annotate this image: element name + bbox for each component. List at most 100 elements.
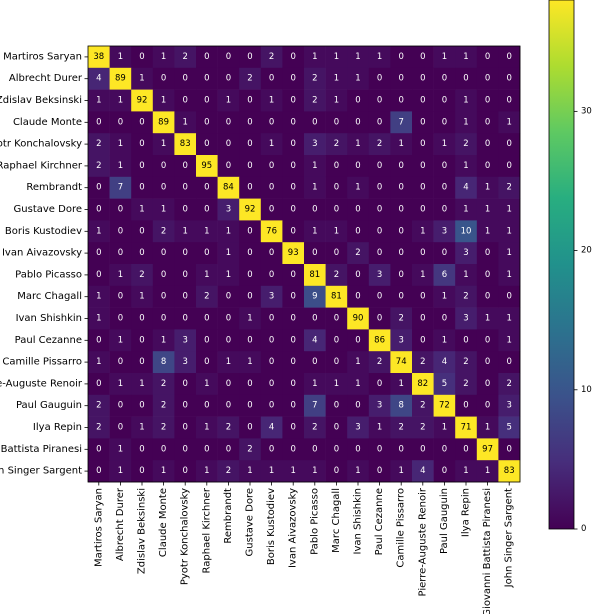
heatmap-cell bbox=[368, 285, 391, 308]
heatmap-cell bbox=[152, 307, 175, 330]
heatmap-cell bbox=[325, 198, 348, 221]
x-tick-label: Rembrandt bbox=[223, 488, 234, 544]
cell-value-label: 0 bbox=[247, 423, 252, 433]
cell-value-label: 4 bbox=[269, 423, 274, 433]
colorbar-tick-label: 0 bbox=[581, 524, 586, 534]
y-tick-label: Rembrandt bbox=[26, 182, 82, 193]
heatmap-cell bbox=[152, 438, 175, 461]
heatmap-cell bbox=[304, 220, 326, 243]
cell-value-label: 0 bbox=[182, 205, 187, 215]
cell-value-label: 0 bbox=[290, 401, 295, 411]
heatmap-cell bbox=[412, 67, 434, 90]
cell-value-label: 1 bbox=[355, 52, 360, 62]
cell-value-label: 0 bbox=[269, 379, 274, 389]
heatmap-cell bbox=[390, 133, 413, 156]
cell-value-label: 0 bbox=[96, 335, 101, 345]
heatmap-cell bbox=[455, 416, 478, 439]
heatmap-cell bbox=[282, 46, 305, 69]
heatmap-cell bbox=[412, 285, 434, 308]
heatmap-cell bbox=[412, 155, 434, 178]
cell-value-label: 0 bbox=[290, 444, 295, 454]
heatmap-cell bbox=[325, 89, 348, 112]
heatmap-cell bbox=[390, 373, 413, 396]
cell-value-label: 86 bbox=[374, 335, 385, 345]
cell-value-label: 0 bbox=[139, 161, 144, 171]
heatmap-cell bbox=[455, 351, 478, 374]
x-tick-label: John Singer Sargent bbox=[504, 488, 515, 588]
heatmap-cell bbox=[476, 307, 499, 330]
cell-value-label: 0 bbox=[204, 444, 209, 454]
heatmap-cell bbox=[196, 307, 218, 330]
cell-value-label: 0 bbox=[182, 379, 187, 389]
heatmap-cell bbox=[174, 438, 197, 461]
heatmap-cell bbox=[282, 351, 305, 374]
cell-value-label: 0 bbox=[463, 335, 468, 345]
cell-value-label: 0 bbox=[355, 401, 360, 411]
cell-value-label: 0 bbox=[247, 401, 252, 411]
x-tick-label: Camille Pissarro bbox=[396, 488, 407, 568]
cell-value-label: 1 bbox=[204, 270, 209, 280]
heatmap-cell bbox=[347, 416, 370, 439]
heatmap-cell bbox=[455, 460, 478, 483]
heatmap-cell bbox=[109, 111, 132, 134]
cell-value-label: 0 bbox=[485, 248, 490, 258]
x-tick-label: Ivan Aivazovsky bbox=[288, 488, 299, 568]
heatmap-cell bbox=[88, 285, 110, 308]
heatmap-cell bbox=[109, 373, 132, 396]
heatmap-cell bbox=[196, 176, 218, 199]
heatmap-cell bbox=[390, 394, 413, 417]
heatmap-cell bbox=[152, 46, 175, 69]
heatmap-cell bbox=[174, 198, 197, 221]
heatmap-cell bbox=[433, 351, 456, 374]
heatmap-cell bbox=[368, 438, 391, 461]
heatmap-cell bbox=[325, 264, 348, 287]
heatmap-cell bbox=[368, 460, 391, 483]
heatmap-cell bbox=[260, 416, 283, 439]
cell-value-label: 0 bbox=[377, 74, 382, 84]
cell-value-label: 0 bbox=[96, 205, 101, 215]
y-tick-label: Paul Gauguin bbox=[16, 400, 82, 411]
cell-value-label: 0 bbox=[182, 183, 187, 193]
heatmap-cell bbox=[455, 155, 478, 178]
heatmap-cell bbox=[433, 242, 456, 265]
heatmap-cell bbox=[498, 220, 521, 243]
cell-value-label: 0 bbox=[334, 357, 339, 367]
heatmap-cell bbox=[131, 394, 154, 417]
x-tick-label: Albrecht Durer bbox=[115, 487, 126, 561]
heatmap-cell bbox=[455, 264, 478, 287]
heatmap-cell bbox=[390, 89, 413, 112]
cell-value-label: 1 bbox=[485, 183, 490, 193]
cell-value-label: 0 bbox=[161, 444, 166, 454]
cell-value-label: 1 bbox=[334, 52, 339, 62]
cell-value-label: 0 bbox=[377, 292, 382, 302]
heatmap-cell bbox=[239, 460, 262, 483]
heatmap-cell bbox=[325, 373, 348, 396]
heatmap-cell bbox=[131, 46, 154, 69]
heatmap-cell bbox=[325, 460, 348, 483]
cell-value-label: 2 bbox=[161, 226, 166, 236]
colorbar bbox=[548, 0, 575, 530]
cell-value-label: 3 bbox=[442, 226, 447, 236]
heatmap-cell bbox=[368, 111, 391, 134]
cell-value-label: 71 bbox=[461, 423, 472, 433]
heatmap-cell bbox=[325, 285, 348, 308]
heatmap-cell bbox=[412, 220, 434, 243]
cell-value-label: 0 bbox=[420, 161, 425, 171]
x-tick-label: Pablo Picasso bbox=[309, 488, 320, 555]
cell-value-label: 0 bbox=[398, 52, 403, 62]
cell-value-label: 1 bbox=[96, 226, 101, 236]
cell-value-label: 0 bbox=[204, 117, 209, 127]
cell-value-label: 0 bbox=[269, 183, 274, 193]
cell-value-label: 0 bbox=[377, 117, 382, 127]
cell-value-label: 1 bbox=[118, 96, 123, 106]
heatmap-cell bbox=[325, 351, 348, 374]
cell-value-label: 0 bbox=[398, 270, 403, 280]
heatmap-cell bbox=[498, 133, 521, 156]
cell-value-label: 0 bbox=[161, 292, 166, 302]
cell-value-label: 3 bbox=[312, 139, 317, 149]
cell-value-label: 0 bbox=[247, 96, 252, 106]
heatmap-cell bbox=[217, 176, 240, 199]
heatmap-cell bbox=[239, 394, 262, 417]
heatmap-cell bbox=[347, 220, 370, 243]
cell-value-label: 2 bbox=[247, 74, 252, 84]
